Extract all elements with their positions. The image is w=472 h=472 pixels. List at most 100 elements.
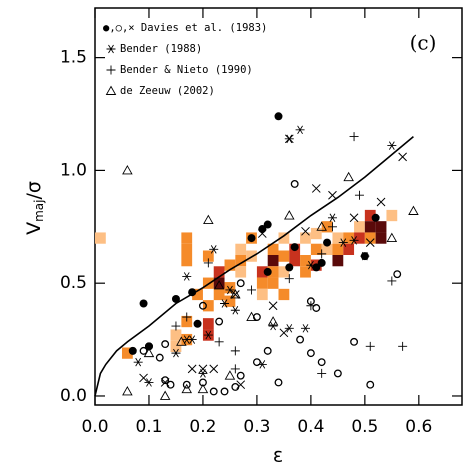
point [285, 263, 294, 272]
point [188, 288, 197, 297]
heatmap-cell [310, 243, 322, 255]
point [246, 311, 257, 321]
point [203, 258, 213, 268]
heatmap-cell [278, 250, 290, 262]
point [290, 179, 299, 188]
heatmap-cell [224, 282, 236, 294]
x-tick-label: 0.6 [405, 417, 432, 437]
heatmap-cell [332, 243, 344, 255]
heatmap-cell [181, 315, 193, 328]
point [236, 371, 245, 380]
point [225, 285, 235, 295]
point [182, 380, 191, 389]
heatmap-cell [310, 227, 322, 240]
heatmap-cell [300, 254, 311, 267]
point [327, 222, 337, 232]
point [290, 243, 299, 252]
legend-label: Bender (1988) [120, 43, 202, 55]
point [171, 348, 181, 358]
y-tick-label: 1.0 [60, 160, 87, 180]
point [182, 312, 192, 322]
point [268, 321, 278, 331]
heatmap-cell [256, 288, 268, 301]
point [187, 335, 197, 344]
point [231, 383, 240, 391]
y-label-rest: /σ [23, 181, 45, 199]
heatmap-cell [202, 318, 214, 330]
heatmap-cell [364, 221, 376, 233]
point [327, 213, 337, 223]
point [301, 226, 310, 236]
point [139, 373, 148, 383]
heatmap-cell [267, 243, 279, 255]
point [215, 317, 224, 326]
heatmap-cell [95, 232, 106, 244]
y-tick-label: 0.5 [60, 273, 87, 293]
heatmap-cell [332, 232, 344, 244]
legend-label: de Zeeuw (2002) [120, 85, 215, 97]
point [350, 337, 359, 346]
legend-symbol [106, 65, 116, 75]
y-tick-label: 0.0 [60, 386, 87, 406]
point [122, 386, 133, 396]
point [279, 328, 289, 338]
point [349, 236, 359, 245]
heatmap-cell [289, 254, 301, 267]
point [268, 301, 278, 311]
point [236, 380, 246, 390]
point [198, 378, 207, 387]
heatmap-cell [354, 221, 365, 233]
point [387, 141, 397, 150]
heatmap-cell [121, 347, 133, 359]
point [354, 190, 364, 200]
point [247, 285, 257, 295]
heatmap-cell [375, 232, 387, 244]
point [198, 301, 207, 310]
point [128, 346, 137, 355]
heatmap-cell [364, 209, 376, 222]
heatmap-cell [300, 266, 311, 278]
point [176, 336, 187, 346]
point [159, 390, 171, 400]
point [252, 358, 261, 367]
point [263, 346, 272, 355]
heatmap-cell [181, 243, 193, 255]
point [365, 238, 375, 247]
point [349, 132, 359, 142]
point [398, 152, 407, 162]
point [343, 171, 354, 182]
point [317, 358, 326, 367]
point [122, 164, 133, 175]
point [171, 321, 181, 331]
heatmap-cell [321, 221, 333, 233]
point [366, 380, 375, 389]
point [224, 370, 236, 380]
point [230, 289, 241, 299]
x-tick-label: 0.0 [81, 417, 108, 437]
point [328, 190, 337, 200]
point [143, 347, 155, 358]
heatmap-cell [332, 254, 344, 267]
point [155, 353, 164, 362]
point [247, 234, 256, 243]
point [203, 330, 213, 340]
heatmap-cell [386, 209, 398, 222]
point [198, 369, 208, 378]
heatmap-cell [278, 266, 290, 278]
point [230, 346, 240, 356]
point [300, 324, 310, 333]
heatmap-cell [343, 243, 355, 255]
point [267, 316, 279, 326]
model-curve [94, 135, 414, 397]
point [284, 274, 294, 284]
point [252, 313, 261, 321]
x-tick-label: 0.5 [351, 417, 378, 437]
point [312, 304, 321, 312]
point [387, 276, 397, 286]
point [371, 213, 380, 222]
heatmap-cell [256, 266, 268, 278]
point [284, 210, 295, 220]
point [209, 245, 219, 254]
legend-label: ●,○,× Davies et al. (1983) [103, 22, 267, 34]
heatmap-cell [256, 277, 268, 289]
